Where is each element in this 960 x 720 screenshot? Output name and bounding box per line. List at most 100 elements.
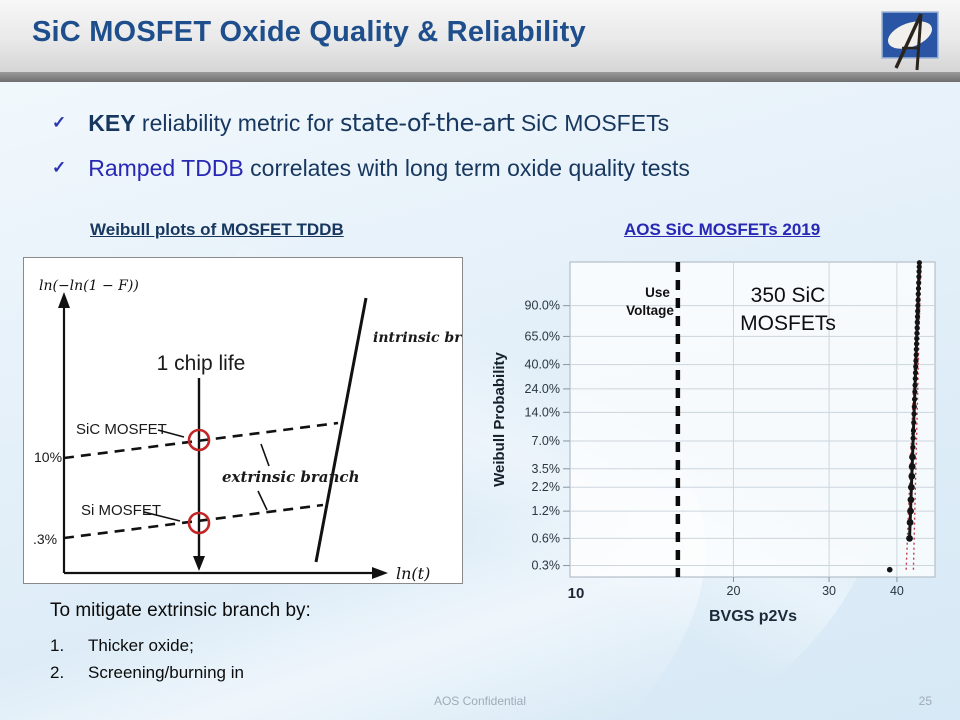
x-tick-label: 30 bbox=[822, 584, 836, 598]
point3-percent-label: .3% bbox=[33, 531, 57, 547]
mitigation-heading: To mitigate extrinsic branch by: bbox=[50, 600, 311, 621]
y-axis-label: ln(−ln(1 − F)) bbox=[39, 278, 139, 294]
y-tick-label: 2.2% bbox=[532, 480, 561, 494]
y-axis-arrow bbox=[58, 292, 70, 308]
x-axis-label: ln(t) bbox=[396, 564, 430, 583]
si-mosfet-label: Si MOSFET bbox=[81, 502, 161, 519]
sample-count-label: 350 SiC bbox=[751, 284, 826, 307]
y-tick-label: 14.0% bbox=[525, 405, 560, 419]
x-axis-label: BVGS p2Vs bbox=[709, 608, 797, 625]
weibull-tddb-diagram: ln(−ln(1 − F)) ln(t) 1 chip life SiC MOS… bbox=[23, 257, 500, 584]
aos-logo-icon bbox=[881, 11, 939, 71]
data-point bbox=[907, 483, 915, 491]
data-point bbox=[915, 303, 921, 309]
data-point bbox=[916, 260, 922, 266]
si-chip-life-marker bbox=[187, 511, 211, 535]
y-tick-label: 7.0% bbox=[532, 434, 561, 448]
data-point bbox=[914, 325, 920, 331]
si-extrinsic-branch-line bbox=[63, 503, 324, 540]
data-point bbox=[914, 319, 920, 325]
y-tick-label: 3.5% bbox=[532, 462, 561, 476]
data-point bbox=[906, 519, 914, 526]
sic-extrinsic-branch-line bbox=[63, 421, 339, 460]
data-point bbox=[911, 404, 917, 410]
key-points-list: ✓ KEY reliability metric for state-of-the… bbox=[52, 108, 912, 199]
bullet-text: state-of-the-art bbox=[340, 109, 515, 137]
ten-percent-label: 10% bbox=[34, 449, 62, 465]
sample-count-label: MOSFETs bbox=[740, 312, 836, 335]
y-axis-label: Weibull Probability bbox=[491, 351, 508, 486]
plot-area bbox=[569, 261, 936, 578]
y-tick-label: 65.0% bbox=[525, 329, 560, 343]
data-point bbox=[916, 280, 922, 286]
bullet-text: SiC MOSFETs bbox=[514, 110, 670, 136]
y-tick-label: 0.6% bbox=[532, 531, 561, 545]
data-point bbox=[907, 496, 915, 504]
chip-life-label: 1 chip life bbox=[157, 352, 246, 375]
data-point bbox=[913, 358, 919, 364]
data-point bbox=[913, 363, 919, 370]
data-point bbox=[915, 308, 921, 314]
intrinsic-branch-label: intrinsic branch bbox=[373, 330, 462, 346]
mitigation-list: 1. Thicker oxide; 2. Screening/burning i… bbox=[50, 636, 244, 690]
right-chart-heading: AOS SiC MOSFETs 2019 bbox=[624, 220, 821, 239]
data-point bbox=[906, 534, 913, 542]
x-tick-label: 20 bbox=[727, 584, 741, 598]
list-item-number: 2. bbox=[50, 663, 65, 682]
sic-chip-life-marker bbox=[187, 428, 211, 452]
data-point bbox=[910, 435, 916, 441]
checkmark-icon: ✓ bbox=[52, 158, 67, 177]
bullet-text: correlates with long term oxide quality … bbox=[243, 155, 690, 181]
list-item-number: 1. bbox=[50, 636, 65, 655]
data-point bbox=[910, 428, 917, 434]
data-point bbox=[913, 346, 919, 352]
y-tick-label: 1.2% bbox=[532, 504, 561, 518]
data-point bbox=[916, 268, 922, 275]
data-point bbox=[910, 444, 916, 450]
data-point bbox=[916, 274, 922, 280]
data-point bbox=[915, 297, 921, 303]
y-tick-label: 0.3% bbox=[532, 559, 561, 573]
x-tick-label: 40 bbox=[890, 584, 904, 598]
x-tick-label-10: 10 bbox=[568, 585, 585, 602]
y-tick-label: 90.0% bbox=[525, 299, 560, 313]
data-point bbox=[914, 335, 920, 342]
data-point bbox=[911, 419, 917, 426]
weibull-tddb-diagram-svg: ln(−ln(1 − F)) ln(t) 1 chip life SiC MOS… bbox=[33, 278, 500, 583]
data-point bbox=[913, 341, 920, 347]
use-voltage-label: Use bbox=[645, 285, 670, 300]
data-point bbox=[915, 291, 921, 297]
chip-life-arrow bbox=[193, 556, 205, 571]
data-point bbox=[912, 376, 918, 382]
list-item-text: Screening/burning in bbox=[88, 663, 244, 682]
data-point bbox=[912, 389, 918, 395]
sic-mosfet-label: SiC MOSFET bbox=[76, 421, 167, 438]
data-point bbox=[914, 330, 920, 336]
bullet-text: Ramped TDDB bbox=[88, 155, 244, 181]
y-tick-label: 24.0% bbox=[525, 382, 560, 396]
left-chart-heading: Weibull plots of MOSFET TDDB bbox=[90, 220, 344, 239]
intrinsic-branch-line bbox=[314, 297, 368, 563]
confidence-band-line bbox=[912, 262, 922, 570]
use-voltage-label: Voltage bbox=[626, 303, 674, 318]
bullet-text: KEY bbox=[88, 110, 136, 136]
data-point bbox=[914, 313, 921, 320]
data-point-outlier bbox=[886, 566, 893, 573]
header-divider bbox=[0, 72, 960, 82]
y-tick-label: 40.0% bbox=[525, 358, 560, 372]
data-point bbox=[908, 463, 916, 470]
confidential-label: AOS Confidential bbox=[433, 694, 527, 708]
bullet-item: ✓ KEY reliability metric for state-of-the… bbox=[52, 108, 912, 138]
list-item-text: Thicker oxide; bbox=[88, 636, 194, 655]
data-point bbox=[913, 352, 919, 358]
data-point bbox=[909, 453, 916, 461]
data-point bbox=[916, 264, 922, 270]
weibull-probability-chart: 90.0% 65.0% 40.0% 24.0% 14.0% 7.0% 3.5% 2.2% 1.2… bbox=[491, 260, 936, 625]
page-title: SiC MOSFET Oxide Quality & Reliability bbox=[32, 16, 586, 48]
data-point bbox=[907, 507, 914, 515]
list-item: 2. Screening/burning in bbox=[50, 663, 244, 683]
checkmark-icon: ✓ bbox=[52, 113, 67, 132]
bullet-item: ✓ Ramped TDDB correlates with long term o… bbox=[52, 154, 912, 183]
data-point bbox=[915, 285, 922, 292]
data-point bbox=[908, 472, 916, 480]
